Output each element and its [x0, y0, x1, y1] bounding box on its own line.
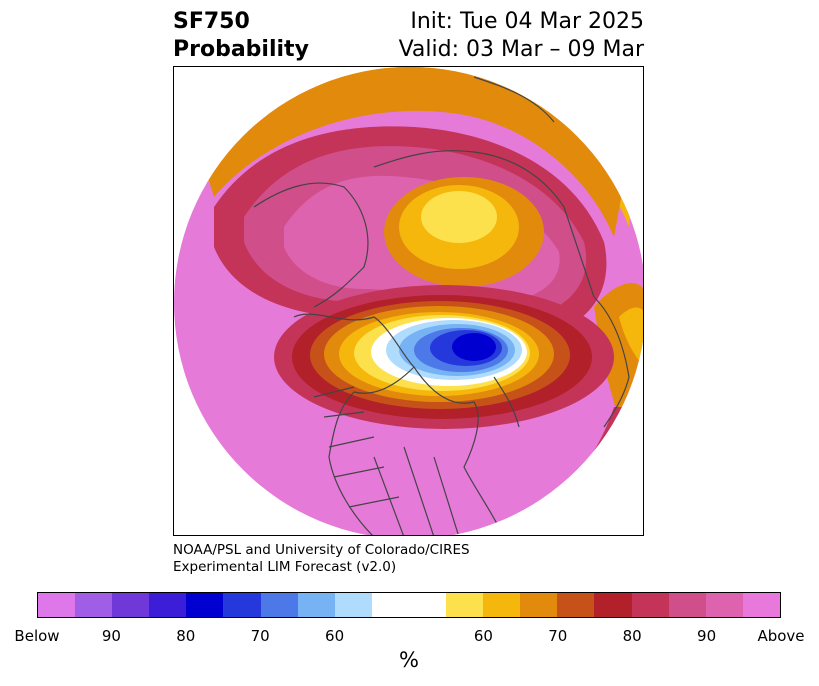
colorbar-segment	[186, 593, 224, 617]
colorbar-segment	[371, 593, 409, 617]
init-date: Init: Tue 04 Mar 2025	[410, 9, 644, 34]
contour-band-north-70	[174, 67, 643, 237]
colorbar-segment	[705, 593, 743, 617]
colorbar-tick-label: 60	[473, 627, 493, 645]
colorbar-segment	[297, 593, 335, 617]
colorbar-tick-label: Below	[14, 627, 60, 645]
below-band-80	[452, 333, 496, 361]
probability-field	[174, 67, 643, 535]
colorbar	[37, 592, 781, 618]
colorbar-tick-label: 80	[622, 627, 642, 645]
colorbar-tick-label: Above	[757, 627, 805, 645]
colorbar-tick-label: 60	[325, 627, 345, 645]
variable-name: SF750	[173, 9, 250, 34]
colorbar-segment	[38, 593, 76, 617]
colorbar-segment	[668, 593, 706, 617]
polar-map	[173, 66, 644, 536]
colorbar-segment	[112, 593, 150, 617]
colorbar-tick-label: 70	[250, 627, 270, 645]
colorbar-tick-label: 90	[697, 627, 717, 645]
valid-range: Valid: 03 Mar – 09 Mar	[398, 37, 644, 62]
colorbar-tick-label: 70	[548, 627, 568, 645]
colorbar-segment	[631, 593, 669, 617]
forecast-dates: Init: Tue 04 Mar 2025 Valid: 03 Mar – 09…	[399, 8, 644, 64]
colorbar-segment	[594, 593, 632, 617]
colorbar-segment	[483, 593, 521, 617]
contour-band-east-65	[619, 307, 643, 367]
credit-line-1: NOAA/PSL and University of Colorado/CIRE…	[173, 542, 470, 558]
colorbar-segment	[149, 593, 187, 617]
colorbar-segment	[742, 593, 780, 617]
credit-text: NOAA/PSL and University of Colorado/CIRE…	[173, 542, 470, 576]
colorbar-segment	[557, 593, 595, 617]
arctic-band-60	[421, 191, 497, 243]
colorbar-tick-label: 80	[176, 627, 196, 645]
colorbar-tick-label: 90	[101, 627, 121, 645]
colorbar-segment	[408, 593, 447, 617]
colorbar-segment	[260, 593, 298, 617]
product-name: Probability	[173, 37, 309, 62]
credit-line-2: Experimental LIM Forecast (v2.0)	[173, 559, 397, 575]
colorbar-segment	[75, 593, 113, 617]
colorbar-segment	[520, 593, 558, 617]
colorbar-segment	[334, 593, 372, 617]
contour-band-southeast-70	[604, 417, 643, 535]
colorbar-segment	[223, 593, 261, 617]
colorbar-unit: %	[399, 648, 419, 672]
chart-title: SF750 Probability	[173, 8, 309, 64]
colorbar-segment	[446, 593, 484, 617]
